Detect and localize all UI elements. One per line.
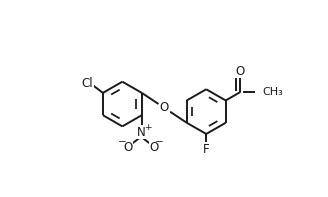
- Text: −: −: [118, 137, 127, 147]
- Text: CH₃: CH₃: [262, 87, 283, 97]
- Text: F: F: [203, 143, 210, 156]
- Text: +: +: [144, 123, 151, 132]
- Text: O: O: [150, 141, 159, 154]
- Text: −: −: [155, 137, 164, 147]
- Text: O: O: [236, 65, 245, 78]
- Text: O: O: [160, 101, 169, 114]
- Text: Cl: Cl: [82, 77, 93, 90]
- Text: N: N: [137, 126, 145, 139]
- Text: O: O: [123, 141, 133, 154]
